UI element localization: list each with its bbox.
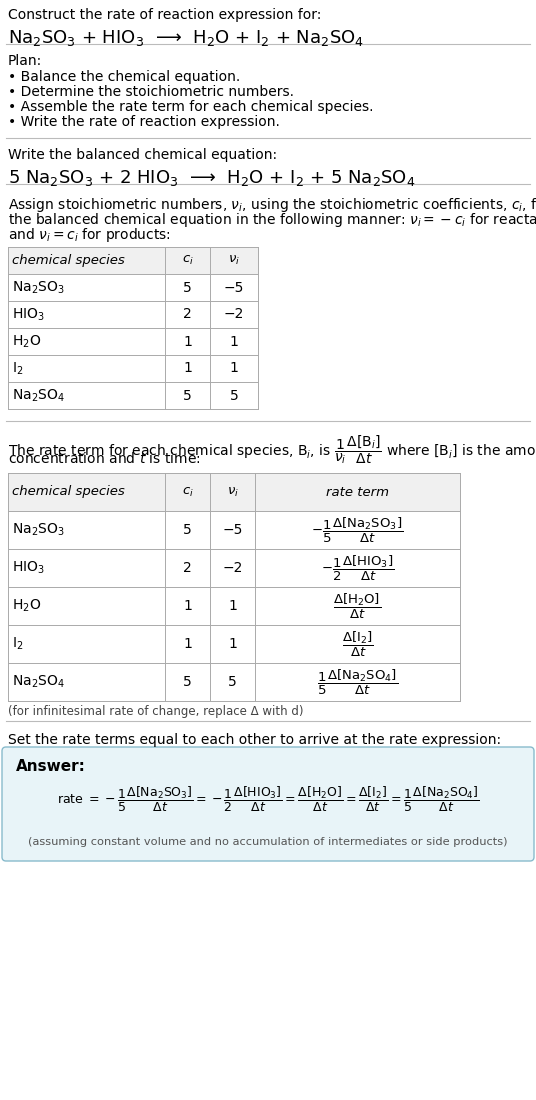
Text: 1: 1 xyxy=(183,637,192,651)
Text: 1: 1 xyxy=(229,334,239,349)
Text: 1: 1 xyxy=(183,600,192,613)
Text: $-\dfrac{1}{2}\dfrac{\Delta[\mathrm{HIO_3}]}{\Delta t}$: $-\dfrac{1}{2}\dfrac{\Delta[\mathrm{HIO_… xyxy=(321,553,394,583)
Text: $\nu_i$: $\nu_i$ xyxy=(228,254,240,267)
Text: Answer:: Answer: xyxy=(16,759,86,774)
Text: Na$_2$SO$_4$: Na$_2$SO$_4$ xyxy=(12,674,65,690)
Text: rate $= -\dfrac{1}{5}\dfrac{\Delta[\mathrm{Na_2SO_3}]}{\Delta t} = -\dfrac{1}{2}: rate $= -\dfrac{1}{5}\dfrac{\Delta[\math… xyxy=(57,784,479,814)
Text: Na$_2$SO$_3$: Na$_2$SO$_3$ xyxy=(12,521,65,538)
Text: H$_2$O: H$_2$O xyxy=(12,597,41,614)
Text: and $\nu_i = c_i$ for products:: and $\nu_i = c_i$ for products: xyxy=(8,226,171,244)
Text: 5: 5 xyxy=(183,280,192,295)
Text: • Assemble the rate term for each chemical species.: • Assemble the rate term for each chemic… xyxy=(8,100,374,114)
Text: 5: 5 xyxy=(183,522,192,537)
Text: 1: 1 xyxy=(229,362,239,375)
Text: The rate term for each chemical species, B$_i$, is $\dfrac{1}{\nu_i}\dfrac{\Delt: The rate term for each chemical species,… xyxy=(8,433,536,465)
Text: concentration and $t$ is time:: concentration and $t$ is time: xyxy=(8,451,200,466)
Text: Na$_2$SO$_3$: Na$_2$SO$_3$ xyxy=(12,279,65,296)
Text: • Balance the chemical equation.: • Balance the chemical equation. xyxy=(8,70,240,84)
Text: rate term: rate term xyxy=(326,485,389,498)
Text: 1: 1 xyxy=(183,362,192,375)
Text: Set the rate terms equal to each other to arrive at the rate expression:: Set the rate terms equal to each other t… xyxy=(8,733,501,747)
Text: −2: −2 xyxy=(222,561,243,575)
Text: 1: 1 xyxy=(183,334,192,349)
Text: • Write the rate of reaction expression.: • Write the rate of reaction expression. xyxy=(8,116,280,129)
Text: HIO$_3$: HIO$_3$ xyxy=(12,306,45,322)
Text: 5: 5 xyxy=(228,675,237,689)
Text: 5: 5 xyxy=(229,388,239,403)
Text: I$_2$: I$_2$ xyxy=(12,361,24,376)
Text: 5 Na$_2$SO$_3$ + 2 HIO$_3$  ⟶  H$_2$O + I$_2$ + 5 Na$_2$SO$_4$: 5 Na$_2$SO$_3$ + 2 HIO$_3$ ⟶ H$_2$O + I$… xyxy=(8,168,415,188)
Text: $\nu_i$: $\nu_i$ xyxy=(227,485,239,498)
Text: $\dfrac{\Delta[\mathrm{H_2O}]}{\Delta t}$: $\dfrac{\Delta[\mathrm{H_2O}]}{\Delta t}… xyxy=(333,592,382,620)
Text: 1: 1 xyxy=(228,600,237,613)
Text: $\dfrac{\Delta[\mathrm{I_2}]}{\Delta t}$: $\dfrac{\Delta[\mathrm{I_2}]}{\Delta t}$ xyxy=(341,629,374,659)
Text: Na$_2$SO$_3$ + HIO$_3$  ⟶  H$_2$O + I$_2$ + Na$_2$SO$_4$: Na$_2$SO$_3$ + HIO$_3$ ⟶ H$_2$O + I$_2$ … xyxy=(8,28,364,48)
Text: Write the balanced chemical equation:: Write the balanced chemical equation: xyxy=(8,148,277,162)
Text: (assuming constant volume and no accumulation of intermediates or side products): (assuming constant volume and no accumul… xyxy=(28,837,508,847)
Text: $c_i$: $c_i$ xyxy=(182,254,193,267)
Text: chemical species: chemical species xyxy=(12,254,125,267)
Text: Plan:: Plan: xyxy=(8,54,42,68)
Text: 5: 5 xyxy=(183,388,192,403)
Text: Assign stoichiometric numbers, $\nu_i$, using the stoichiometric coefficients, $: Assign stoichiometric numbers, $\nu_i$, … xyxy=(8,196,536,214)
Text: H$_2$O: H$_2$O xyxy=(12,333,41,350)
Text: 2: 2 xyxy=(183,308,192,321)
Text: • Determine the stoichiometric numbers.: • Determine the stoichiometric numbers. xyxy=(8,85,294,99)
Text: I$_2$: I$_2$ xyxy=(12,636,24,652)
Text: $\dfrac{1}{5}\dfrac{\Delta[\mathrm{Na_2SO_4}]}{\Delta t}$: $\dfrac{1}{5}\dfrac{\Delta[\mathrm{Na_2S… xyxy=(317,668,398,696)
FancyBboxPatch shape xyxy=(2,747,534,861)
Bar xyxy=(8,248,258,274)
Text: the balanced chemical equation in the following manner: $\nu_i = -c_i$ for react: the balanced chemical equation in the fo… xyxy=(8,211,536,229)
Text: −5: −5 xyxy=(224,280,244,295)
Text: 1: 1 xyxy=(228,637,237,651)
Text: $-\dfrac{1}{5}\dfrac{\Delta[\mathrm{Na_2SO_3}]}{\Delta t}$: $-\dfrac{1}{5}\dfrac{\Delta[\mathrm{Na_2… xyxy=(311,516,404,544)
Text: HIO$_3$: HIO$_3$ xyxy=(12,560,45,576)
Text: chemical species: chemical species xyxy=(12,485,125,498)
Text: Na$_2$SO$_4$: Na$_2$SO$_4$ xyxy=(12,387,65,404)
Text: 5: 5 xyxy=(183,675,192,689)
Bar xyxy=(8,473,460,512)
Text: −5: −5 xyxy=(222,522,243,537)
Text: (for infinitesimal rate of change, replace Δ with d): (for infinitesimal rate of change, repla… xyxy=(8,705,303,718)
Text: −2: −2 xyxy=(224,308,244,321)
Text: $c_i$: $c_i$ xyxy=(182,485,193,498)
Text: Construct the rate of reaction expression for:: Construct the rate of reaction expressio… xyxy=(8,8,322,22)
Text: 2: 2 xyxy=(183,561,192,575)
